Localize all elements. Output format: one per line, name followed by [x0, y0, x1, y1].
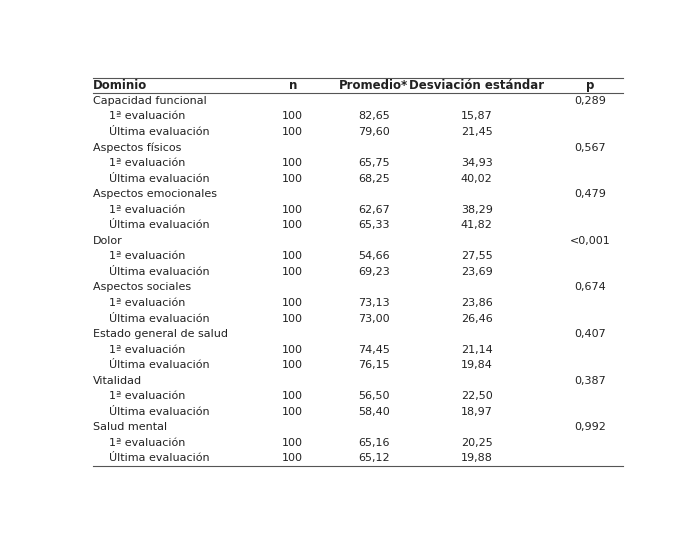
Text: Dominio: Dominio [93, 79, 147, 92]
Text: Última evaluación: Última evaluación [109, 454, 209, 463]
Text: 100: 100 [282, 345, 304, 354]
Text: Última evaluación: Última evaluación [109, 407, 209, 417]
Text: 100: 100 [282, 407, 304, 417]
Text: p: p [586, 79, 595, 92]
Text: 1ª evaluación: 1ª evaluación [109, 298, 185, 308]
Text: Salud mental: Salud mental [93, 422, 167, 433]
Text: Última evaluación: Última evaluación [109, 314, 209, 324]
Text: Última evaluación: Última evaluación [109, 127, 209, 137]
Text: 1ª evaluación: 1ª evaluación [109, 158, 185, 168]
Text: Última evaluación: Última evaluación [109, 220, 209, 230]
Text: Estado general de salud: Estado general de salud [93, 329, 228, 339]
Text: 19,88: 19,88 [461, 454, 493, 463]
Text: 38,29: 38,29 [461, 205, 493, 215]
Text: 100: 100 [282, 391, 304, 401]
Text: 65,12: 65,12 [358, 454, 389, 463]
Text: 1ª evaluación: 1ª evaluación [109, 345, 185, 354]
Text: 73,00: 73,00 [358, 314, 389, 324]
Text: 65,16: 65,16 [358, 438, 389, 448]
Text: 20,25: 20,25 [461, 438, 493, 448]
Text: 76,15: 76,15 [358, 360, 389, 370]
Text: Vitalidad: Vitalidad [93, 376, 142, 386]
Text: 100: 100 [282, 127, 304, 137]
Text: 26,46: 26,46 [461, 314, 493, 324]
Text: 100: 100 [282, 251, 304, 261]
Text: 68,25: 68,25 [358, 173, 389, 184]
Text: 21,14: 21,14 [461, 345, 493, 354]
Text: 1ª evaluación: 1ª evaluación [109, 205, 185, 215]
Text: Capacidad funcional: Capacidad funcional [93, 96, 207, 106]
Text: 40,02: 40,02 [461, 173, 493, 184]
Text: 1ª evaluación: 1ª evaluación [109, 112, 185, 121]
Text: 0,407: 0,407 [574, 329, 606, 339]
Text: Aspectos sociales: Aspectos sociales [93, 282, 191, 293]
Text: 100: 100 [282, 298, 304, 308]
Text: 65,75: 65,75 [358, 158, 389, 168]
Text: 0,992: 0,992 [574, 422, 607, 433]
Text: 79,60: 79,60 [358, 127, 389, 137]
Text: 23,86: 23,86 [461, 298, 493, 308]
Text: Promedio*: Promedio* [339, 79, 408, 92]
Text: Aspectos físicos: Aspectos físicos [93, 143, 181, 153]
Text: 1ª evaluación: 1ª evaluación [109, 391, 185, 401]
Text: 100: 100 [282, 112, 304, 121]
Text: 21,45: 21,45 [461, 127, 493, 137]
Text: 65,33: 65,33 [358, 220, 389, 230]
Text: 56,50: 56,50 [358, 391, 389, 401]
Text: 0,387: 0,387 [574, 376, 606, 386]
Text: Última evaluación: Última evaluación [109, 360, 209, 370]
Text: Aspectos emocionales: Aspectos emocionales [93, 189, 216, 199]
Text: Última evaluación: Última evaluación [109, 267, 209, 277]
Text: 100: 100 [282, 360, 304, 370]
Text: 34,93: 34,93 [461, 158, 493, 168]
Text: 82,65: 82,65 [358, 112, 389, 121]
Text: n: n [289, 79, 297, 92]
Text: Desviación estándar: Desviación estándar [409, 79, 544, 92]
Text: 1ª evaluación: 1ª evaluación [109, 251, 185, 261]
Text: 74,45: 74,45 [358, 345, 390, 354]
Text: 0,289: 0,289 [574, 96, 607, 106]
Text: 0,567: 0,567 [574, 143, 606, 152]
Text: 100: 100 [282, 205, 304, 215]
Text: 15,87: 15,87 [461, 112, 493, 121]
Text: 62,67: 62,67 [358, 205, 389, 215]
Text: 23,69: 23,69 [461, 267, 493, 277]
Text: 100: 100 [282, 454, 304, 463]
Text: 100: 100 [282, 158, 304, 168]
Text: 0,674: 0,674 [574, 282, 606, 293]
Text: 73,13: 73,13 [358, 298, 389, 308]
Text: 1ª evaluación: 1ª evaluación [109, 438, 185, 448]
Text: 100: 100 [282, 314, 304, 324]
Text: Dolor: Dolor [93, 236, 122, 246]
Text: 100: 100 [282, 173, 304, 184]
Text: 0,479: 0,479 [574, 189, 607, 199]
Text: 100: 100 [282, 267, 304, 277]
Text: 18,97: 18,97 [461, 407, 493, 417]
Text: <0,001: <0,001 [570, 236, 611, 246]
Text: 100: 100 [282, 220, 304, 230]
Text: 19,84: 19,84 [461, 360, 493, 370]
Text: 58,40: 58,40 [358, 407, 389, 417]
Text: 41,82: 41,82 [461, 220, 493, 230]
Text: 54,66: 54,66 [358, 251, 389, 261]
Text: 27,55: 27,55 [461, 251, 493, 261]
Text: 100: 100 [282, 438, 304, 448]
Text: 69,23: 69,23 [358, 267, 389, 277]
Text: Última evaluación: Última evaluación [109, 173, 209, 184]
Text: 22,50: 22,50 [461, 391, 493, 401]
